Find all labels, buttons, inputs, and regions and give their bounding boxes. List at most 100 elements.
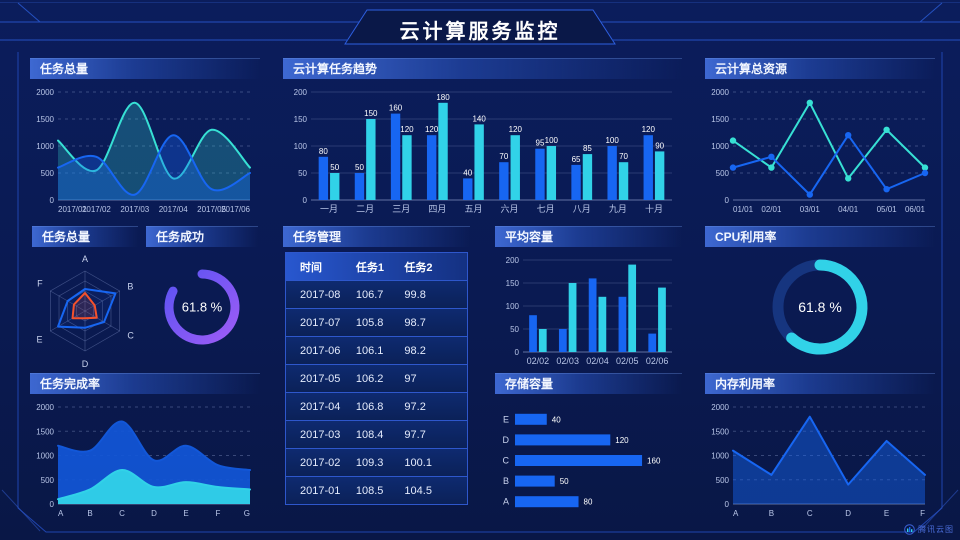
svg-text:十月: 十月 [645, 203, 663, 214]
svg-text:七月: 七月 [537, 204, 555, 214]
panel-title: 任务完成率 [30, 373, 260, 394]
svg-text:120: 120 [615, 436, 629, 445]
svg-text:2017/02: 2017/02 [82, 205, 111, 214]
cpu-usage-donut: 61.8 % [705, 250, 935, 368]
panel-memory-usage: 内存利用率 0 500 1000 1500 2000 A B C D E F [705, 373, 935, 520]
panel-task-completion: 任务完成率 0 500 1000 1500 2000 A B C D E F G [30, 373, 260, 520]
page-title: 云计算服务监控 [399, 21, 561, 43]
table-row: 2017-05 106.2 97 [286, 364, 467, 392]
svg-text:G: G [244, 509, 250, 518]
svg-text:200: 200 [294, 88, 308, 97]
svg-text:50: 50 [510, 325, 519, 334]
svg-text:120: 120 [509, 125, 523, 134]
svg-text:100: 100 [545, 136, 559, 145]
svg-text:2017/03: 2017/03 [120, 205, 149, 214]
panel-title: 云计算总资源 [705, 58, 935, 79]
svg-text:1000: 1000 [711, 452, 729, 461]
svg-text:02/05: 02/05 [616, 356, 639, 366]
svg-text:180: 180 [436, 93, 450, 102]
svg-text:一月: 一月 [320, 204, 338, 214]
watermark-logo: 腾讯云图 [904, 524, 954, 535]
svg-text:八月: 八月 [573, 204, 591, 214]
svg-text:1500: 1500 [36, 115, 54, 124]
task-completion-area-chart: 0 500 1000 1500 2000 A B C D E F G [30, 397, 260, 520]
svg-text:A: A [58, 509, 64, 518]
svg-text:02/06: 02/06 [646, 356, 669, 366]
svg-text:1500: 1500 [36, 427, 54, 436]
svg-text:0: 0 [725, 196, 730, 205]
task-radar-chart: A B C D E F [32, 250, 138, 368]
table-row: 2017-06 106.1 98.2 [286, 336, 467, 364]
svg-text:1000: 1000 [36, 142, 54, 151]
svg-text:F: F [920, 509, 925, 518]
memory-usage-line-chart: 0 500 1000 1500 2000 A B C D E F [705, 397, 935, 520]
svg-text:1500: 1500 [711, 115, 729, 124]
table-row: 2017-03 108.4 97.7 [286, 420, 467, 448]
panel-task-total-trend: 任务总量 0 500 1000 1500 2000 2017/01 2017/02 2017/… [30, 58, 260, 216]
svg-text:A: A [733, 509, 739, 518]
svg-text:四月: 四月 [428, 204, 446, 214]
svg-text:D: D [845, 509, 851, 518]
svg-text:A: A [503, 497, 509, 507]
logo-icon [904, 524, 915, 535]
svg-text:160: 160 [389, 104, 403, 113]
svg-text:五月: 五月 [464, 204, 482, 214]
svg-text:90: 90 [655, 141, 664, 150]
panel-title: 存储容量 [495, 373, 682, 394]
svg-text:40: 40 [463, 168, 472, 177]
svg-text:160: 160 [647, 457, 661, 466]
svg-text:C: C [119, 509, 125, 518]
table-row: 2017-04 106.8 97.2 [286, 392, 467, 420]
svg-text:05/01: 05/01 [877, 205, 898, 214]
svg-text:50: 50 [355, 163, 364, 172]
svg-text:2000: 2000 [711, 403, 729, 412]
panel-task-success: 任务成功 61.8 % [146, 226, 258, 368]
table-header-row: 时间 任务1 任务2 [286, 253, 467, 280]
svg-text:2000: 2000 [711, 88, 729, 97]
svg-text:2017/04: 2017/04 [159, 205, 188, 214]
header: 云计算服务监控 [0, 0, 960, 52]
svg-text:80: 80 [319, 147, 328, 156]
svg-text:E: E [503, 414, 509, 424]
svg-text:F: F [37, 279, 43, 289]
svg-text:85: 85 [583, 144, 592, 153]
svg-text:E: E [183, 509, 188, 518]
task-success-donut: 61.8 % [146, 250, 258, 368]
svg-text:B: B [769, 509, 774, 518]
svg-text:140: 140 [472, 114, 486, 123]
svg-text:61.8 %: 61.8 % [798, 299, 842, 315]
table-row: 2017-08 106.7 99.8 [286, 280, 467, 308]
svg-text:40: 40 [552, 415, 561, 424]
panel-title: 任务管理 [283, 226, 470, 247]
svg-text:150: 150 [364, 109, 378, 118]
svg-text:E: E [37, 335, 43, 345]
svg-text:120: 120 [425, 125, 439, 134]
svg-text:50: 50 [560, 477, 569, 486]
panel-title: 云计算任务趋势 [283, 58, 682, 79]
svg-text:1000: 1000 [711, 142, 729, 151]
task-total-area-chart: 0 500 1000 1500 2000 2017/01 2017/02 2017/03 201… [30, 82, 260, 216]
svg-text:六月: 六月 [501, 203, 519, 214]
svg-text:0: 0 [515, 348, 520, 357]
panel-storage-capacity: 存储容量 E 40 D 120 C 160 B 50 A 80 [495, 373, 682, 520]
svg-text:C: C [127, 331, 134, 341]
table-row: 2017-07 105.8 98.7 [286, 308, 467, 336]
svg-text:100: 100 [605, 136, 619, 145]
svg-text:500: 500 [716, 169, 730, 178]
svg-text:50: 50 [298, 169, 307, 178]
panel-task-radar: 任务总量 A B C D E F [32, 226, 138, 368]
svg-text:0: 0 [50, 196, 55, 205]
svg-text:A: A [82, 254, 88, 264]
svg-text:150: 150 [506, 279, 520, 288]
table-row: 2017-02 109.3 100.1 [286, 448, 467, 476]
svg-text:06/01: 06/01 [905, 205, 926, 214]
panel-title: 任务总量 [30, 58, 260, 79]
total-resources-line-chart: 0 500 1000 1500 2000 01/01 02/01 03/01 04/01 05/0… [705, 82, 935, 216]
svg-text:E: E [884, 509, 889, 518]
svg-text:0: 0 [303, 196, 308, 205]
svg-text:500: 500 [716, 476, 730, 485]
svg-text:65: 65 [572, 155, 581, 164]
svg-text:100: 100 [506, 302, 520, 311]
svg-text:61.8 %: 61.8 % [182, 300, 223, 315]
